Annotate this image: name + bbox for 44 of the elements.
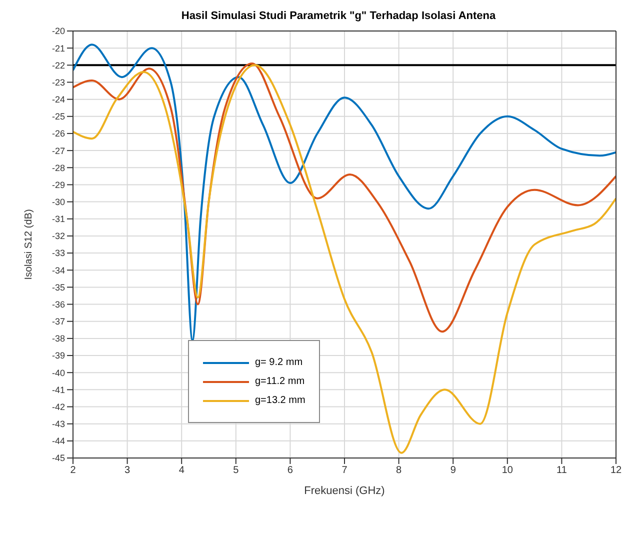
legend-label: g=11.2 mm [255,376,305,387]
y-tick-label: -41 [52,384,65,395]
x-tick-label: 10 [502,465,514,476]
chart-title: Hasil Simulasi Studi Parametrik "g" Terhadap Isolasi Antena [180,10,497,22]
x-tick-label: 12 [610,465,622,476]
legend-label: g= 9.2 mm [255,357,303,368]
legend-label: g=13.2 mm [255,395,306,406]
y-tick-label: -25 [52,112,65,122]
y-tick-label: -27 [52,146,65,156]
y-tick-label: -24 [52,94,65,105]
x-axis-title: Frekuensi (GHz) [304,485,385,497]
y-tick-label: -33 [52,248,65,258]
y-tick-label: -34 [52,265,65,276]
y-tick-label: -45 [52,453,65,464]
x-tick-label: 7 [342,465,348,476]
x-tick-label: 11 [556,465,568,476]
y-tick-label: -30 [52,196,65,207]
x-tick-label: 9 [450,465,456,476]
y-tick-label: -32 [52,231,65,242]
y-tick-label: -28 [52,162,65,173]
y-tick-label: -20 [52,26,65,36]
line-series [73,64,616,454]
y-tick-label: -23 [52,77,65,88]
x-tick-label: 3 [124,465,131,476]
x-tick-label: 2 [70,465,76,476]
y-tick-label: -39 [52,350,65,361]
y-tick-label: -37 [52,316,65,327]
x-tick-label: 5 [233,465,240,476]
y-tick-label: -21 [52,43,65,54]
y-tick-label: -38 [52,334,65,344]
y-axis-title: Isolasi S12 (dB) [24,209,35,280]
x-tick-label: 4 [178,465,185,476]
y-tick-label: -44 [52,436,65,446]
y-tick-label: -22 [52,60,65,70]
y-tick-label: -26 [52,128,65,139]
y-tick-label: -36 [52,299,65,310]
x-tick-label: 6 [287,465,294,476]
y-tick-label: -40 [52,368,65,378]
y-tick-label: -29 [52,180,65,190]
y-tick-label: -42 [52,402,65,412]
y-tick-label: -35 [52,282,65,292]
y-tick-label: -43 [52,419,65,430]
x-tick-label: 8 [396,465,402,476]
y-tick-label: -31 [52,214,65,224]
